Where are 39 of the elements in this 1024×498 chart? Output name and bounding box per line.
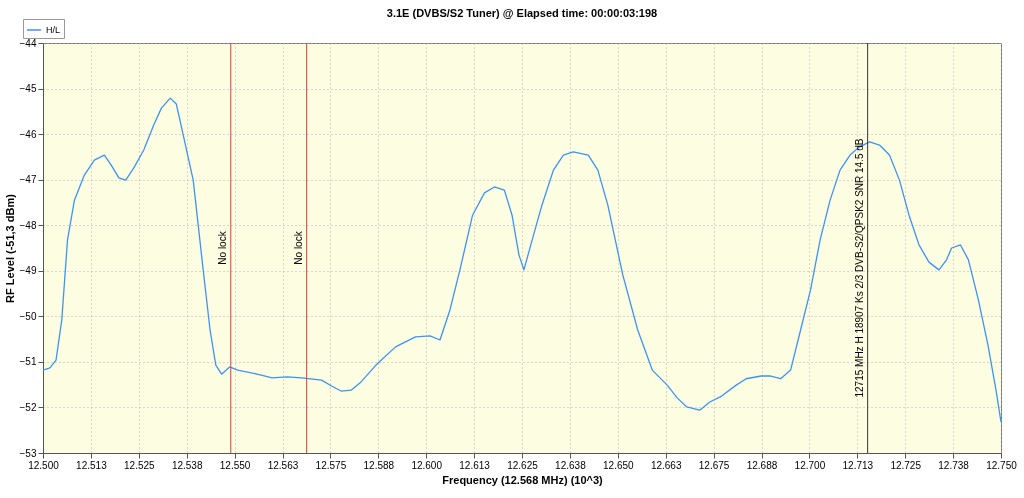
line-series bbox=[42, 97, 1002, 423]
x-tick-label: 12.750 bbox=[986, 459, 1018, 471]
x-tick-label: 12.625 bbox=[507, 459, 539, 471]
x-tick-label: 12.688 bbox=[746, 459, 778, 471]
x-axis-title: Frequency (12.568 MHz) (10^3) bbox=[442, 473, 604, 486]
y-tick-label: −52 bbox=[19, 401, 37, 413]
x-tick-label: 12.725 bbox=[890, 459, 922, 471]
x-tick-label: 12.538 bbox=[171, 459, 203, 471]
x-tick-label: 12.550 bbox=[219, 459, 251, 471]
y-tick-label: −47 bbox=[19, 174, 37, 186]
y-tick-label: −44 bbox=[19, 37, 37, 49]
y-tick-label: −45 bbox=[19, 83, 37, 95]
x-tick-label: 12.500 bbox=[28, 459, 60, 471]
x-tick-label: 12.513 bbox=[76, 459, 108, 471]
x-tick-label: 12.700 bbox=[794, 459, 826, 471]
legend-label: H/L bbox=[46, 25, 61, 35]
y-tick-label: −48 bbox=[19, 219, 37, 231]
x-tick-label: 12.738 bbox=[938, 459, 970, 471]
x-tick-label: 12.713 bbox=[842, 459, 874, 471]
ref-line-label: No lock bbox=[292, 230, 304, 265]
chart-title: 3.1E (DVBS/S2 Tuner) @ Elapsed time: 00:00:03:198 bbox=[386, 6, 658, 19]
y-tick-label: −53 bbox=[19, 447, 37, 459]
x-tick-label: 12.663 bbox=[650, 459, 682, 471]
x-tick-label: 12.600 bbox=[411, 459, 443, 471]
y-axis-title: RF Level (-51,3 dBm) bbox=[3, 193, 16, 303]
x-tick-label: 12.575 bbox=[315, 459, 347, 471]
ref-line-label: No lock bbox=[216, 230, 228, 265]
x-tick-label: 12.525 bbox=[124, 459, 156, 471]
x-tick-label: 12.650 bbox=[603, 459, 635, 471]
x-tick-label: 12.675 bbox=[698, 459, 730, 471]
ref-line-label: 12715 MHz H 18907 Ks 2/3 DVB-S2/QPSK2 SNR 14.5 dB bbox=[853, 138, 865, 398]
y-tick-label: −46 bbox=[19, 128, 37, 140]
x-tick-label: 12.588 bbox=[363, 459, 395, 471]
y-tick-label: −49 bbox=[19, 265, 37, 277]
y-tick-label: −50 bbox=[19, 310, 37, 322]
y-tick-label: −51 bbox=[19, 356, 37, 368]
x-tick-label: 12.563 bbox=[267, 459, 299, 471]
x-tick-label: 12.638 bbox=[555, 459, 587, 471]
x-tick-label: 12.613 bbox=[459, 459, 491, 471]
